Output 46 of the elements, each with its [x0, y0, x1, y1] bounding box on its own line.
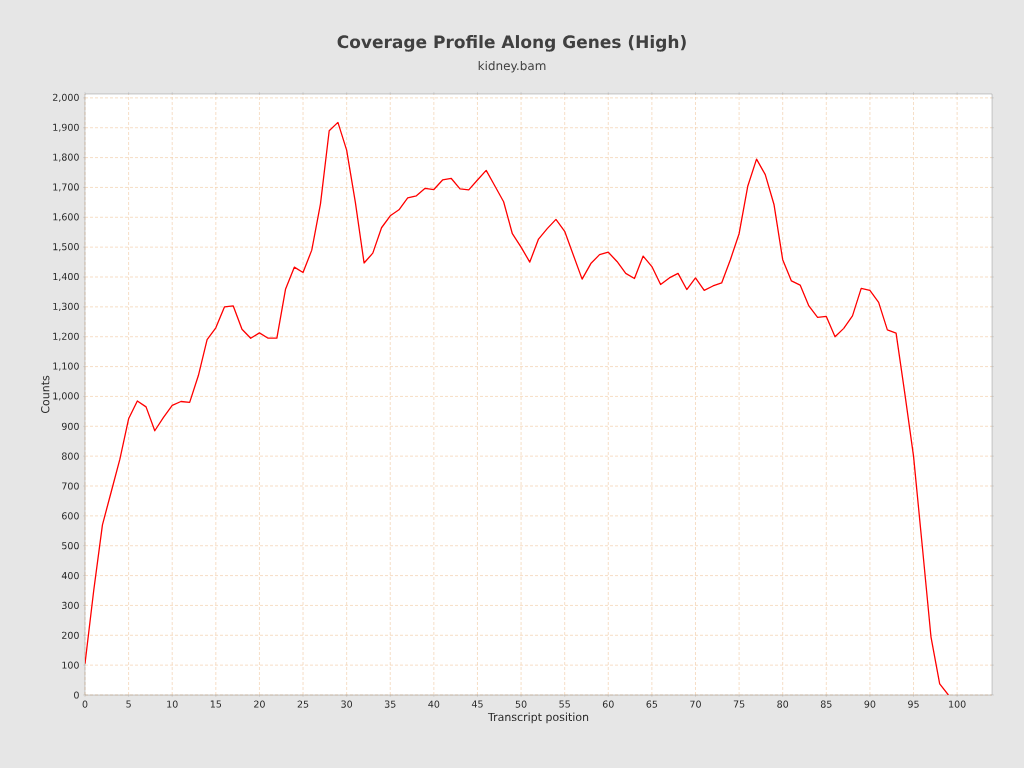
x-tick-label: 80	[777, 700, 789, 708]
x-tick-label: 65	[646, 700, 658, 708]
x-tick-label: 20	[254, 700, 265, 708]
y-axis-title: Counts	[41, 375, 50, 414]
x-tick-label: 90	[864, 700, 876, 708]
x-tick-label: 5	[126, 700, 131, 708]
x-tick-label: 55	[559, 700, 570, 708]
y-tick-label: 900	[61, 422, 79, 430]
y-tick-label: 500	[62, 542, 79, 550]
x-tick-label: 75	[733, 700, 745, 708]
x-tick-label: 40	[428, 700, 440, 708]
y-tick-label: 300	[62, 601, 79, 610]
y-tick-label: 700	[62, 482, 79, 490]
x-axis-title: Transcript position	[487, 712, 589, 724]
y-tick-label: 800	[61, 452, 79, 460]
y-tick-label: 1,800	[53, 153, 79, 162]
x-tick-label: 10	[167, 700, 178, 708]
y-tick-label: 1,700	[53, 183, 79, 192]
x-tick-label: 50	[515, 700, 527, 708]
y-tick-label: 100	[62, 661, 79, 669]
x-tick-label: 95	[908, 700, 919, 708]
x-tick-label: 60	[602, 700, 614, 708]
y-tick-label: 2,000	[52, 93, 79, 102]
x-tick-label: 70	[690, 700, 701, 708]
y-tick-label: 400	[61, 571, 79, 580]
y-tick-label: 1,200	[53, 332, 79, 341]
y-tick-label: 1,900	[53, 123, 79, 132]
x-tick-label: 0	[82, 700, 88, 708]
x-tick-label: 35	[384, 700, 396, 708]
y-tick-label: 1,300	[53, 302, 79, 311]
x-tick-label: 25	[297, 700, 309, 708]
x-tick-label: 45	[471, 700, 483, 708]
y-tick-label: 200	[62, 631, 79, 639]
x-tick-label: 15	[210, 700, 222, 708]
y-tick-label: 1,500	[53, 243, 79, 252]
x-tick-label: 30	[341, 700, 353, 708]
x-tick-label: 85	[820, 700, 832, 708]
y-tick-label: 1,100	[53, 362, 79, 371]
chart-title: Coverage Profile Along Genes (High)	[337, 35, 686, 52]
y-tick-label: 600	[62, 512, 79, 520]
y-tick-label: 1,400	[53, 272, 79, 282]
y-tick-label: 1,600	[53, 213, 79, 222]
chart-subtitle: kidney.bam	[478, 60, 546, 73]
y-tick-label: 1,000	[53, 392, 79, 401]
y-tick-label: 0	[74, 691, 79, 699]
x-tick-label: 100	[949, 700, 966, 708]
